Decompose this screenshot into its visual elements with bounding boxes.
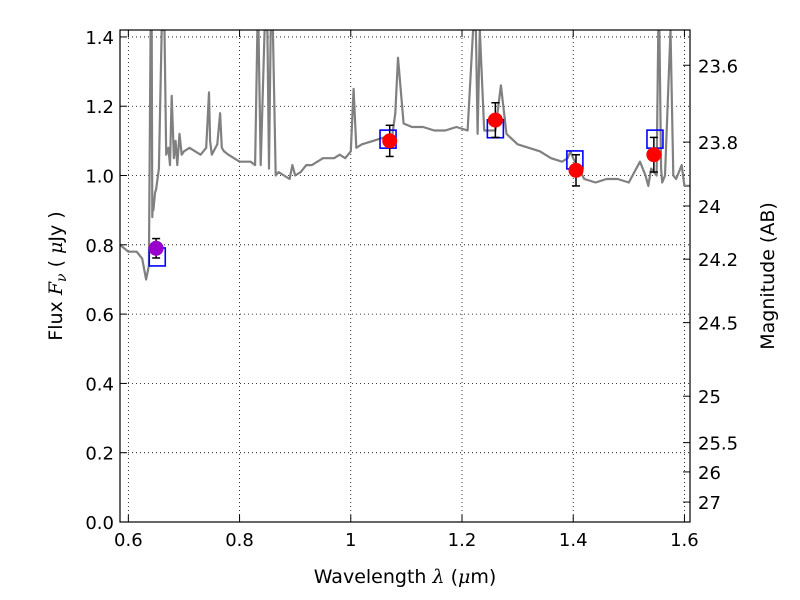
observed-point <box>646 147 662 163</box>
y-axis-label: Flux Fν ( μJy ) <box>45 211 70 340</box>
observed-point <box>382 133 398 149</box>
y-tick-label: 0.2 <box>85 444 114 465</box>
y2-tick-label: 24 <box>698 197 721 218</box>
y-tick-labels: 0.0 0.2 0.4 0.6 0.8 1.0 1.2 1.4 <box>85 28 114 534</box>
y2-tick-label: 25.5 <box>698 434 738 455</box>
y2-axis-label: Magnitude (AB) <box>757 202 779 350</box>
x-tick-label: 0.8 <box>225 530 254 551</box>
y-tick-label: 1.2 <box>85 97 114 118</box>
y-tick-label: 0.0 <box>85 513 114 534</box>
y2-tick-label: 26 <box>698 463 721 484</box>
axis-ticks <box>120 30 690 523</box>
y2-tick-label: 23.6 <box>698 56 738 77</box>
y2-tick-label: 25 <box>698 387 721 408</box>
plot-area <box>120 30 690 281</box>
observed-point <box>568 162 584 178</box>
y-tick-label: 1.4 <box>85 28 114 49</box>
x-tick-label: 1.6 <box>670 530 699 551</box>
y2-tick-labels: 23.6 23.8 24 24.2 24.5 25 25.5 26 27 <box>698 56 738 514</box>
y-tick-label: 0.8 <box>85 236 114 257</box>
x-tick-label: 1 <box>345 530 356 551</box>
x-tick-label: 1.4 <box>559 530 588 551</box>
y2-tick-label: 27 <box>698 493 721 514</box>
y2-tick-label: 24.2 <box>698 250 738 271</box>
x-axis-label: Wavelength λ (μm) <box>314 566 497 588</box>
y-tick-label: 1.0 <box>85 167 114 188</box>
model-photometry-boxes <box>148 118 664 267</box>
y-tick-label: 0.6 <box>85 305 114 326</box>
y-tick-label: 0.4 <box>85 374 114 395</box>
model-spectrum-line <box>120 30 690 281</box>
x-tick-label: 0.6 <box>114 530 143 551</box>
plot-frame <box>119 29 691 523</box>
x-tick-label: 1.2 <box>448 530 477 551</box>
grid-lines <box>120 30 690 523</box>
y2-tick-label: 24.5 <box>698 314 738 335</box>
observed-points <box>148 112 662 256</box>
observed-point <box>487 112 503 128</box>
observed-point <box>148 240 164 256</box>
errorbars <box>152 102 658 259</box>
y2-tick-label: 23.8 <box>698 133 738 154</box>
x-tick-labels: 0.6 0.8 1 1.2 1.4 1.6 <box>114 530 699 551</box>
